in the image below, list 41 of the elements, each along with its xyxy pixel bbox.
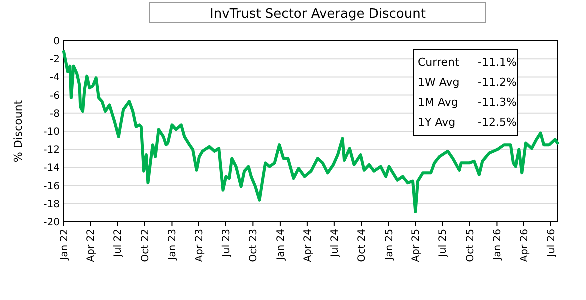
chart-title: InvTrust Sector Average Discount	[210, 7, 426, 22]
x-tick-label: Apr 22	[86, 229, 98, 262]
x-tick-label: Jul 23	[221, 229, 232, 258]
y-tick-label: -16	[44, 181, 60, 192]
annotation: -11.3%	[478, 96, 517, 109]
y-tick-label: -4	[50, 72, 60, 84]
annotation: 1Y Avg	[418, 116, 456, 129]
x-tick-label: Apr 25	[411, 229, 422, 262]
line-series	[62, 50, 560, 214]
y-tick-label: 0	[54, 36, 60, 48]
x-tick-label: Jul 22	[113, 229, 124, 258]
annotation: -11.1%	[478, 56, 517, 69]
x-tick-label: Oct 22	[140, 229, 152, 262]
x-tick-label: Jan 26	[492, 229, 504, 262]
annotation: 1W Avg	[418, 76, 460, 89]
y-tick-label: -14	[44, 163, 60, 174]
y-axis-title: % Discount	[12, 100, 25, 163]
y-tick-label: -10	[44, 127, 60, 138]
x-tick-label: Apr 24	[302, 229, 314, 262]
annotation: -12.5%	[478, 116, 517, 129]
x-tick-label: Jul 24	[330, 229, 341, 258]
x-tick-label: Apr 26	[519, 229, 530, 262]
x-tick-label: Oct 24	[357, 229, 368, 262]
x-tick-label: Jul 26	[546, 229, 558, 258]
y-tick-label: -20	[44, 218, 60, 228]
y-tick-label: -18	[44, 199, 60, 210]
x-tick-label: Jul 25	[438, 229, 450, 258]
annotation: 1M Avg	[418, 96, 458, 109]
x-tick-label: Jan 25	[384, 229, 396, 262]
x-tick-label: Oct 25	[465, 229, 476, 262]
y-tick-label: -2	[50, 54, 60, 66]
y-tick-label: -6	[50, 90, 60, 102]
x-tick-label: Oct 23	[248, 229, 260, 262]
x-tick-label: Jan 22	[60, 229, 70, 262]
x-tick-label: Jan 23	[168, 229, 179, 262]
y-tick-label: -12	[44, 145, 60, 156]
x-tick-label: Apr 23	[194, 229, 206, 262]
y-tick-label: -8	[50, 108, 60, 120]
annotation: -11.2%	[478, 76, 517, 89]
x-tick-label: Jan 24	[276, 229, 287, 262]
annotation: Current	[418, 56, 460, 69]
